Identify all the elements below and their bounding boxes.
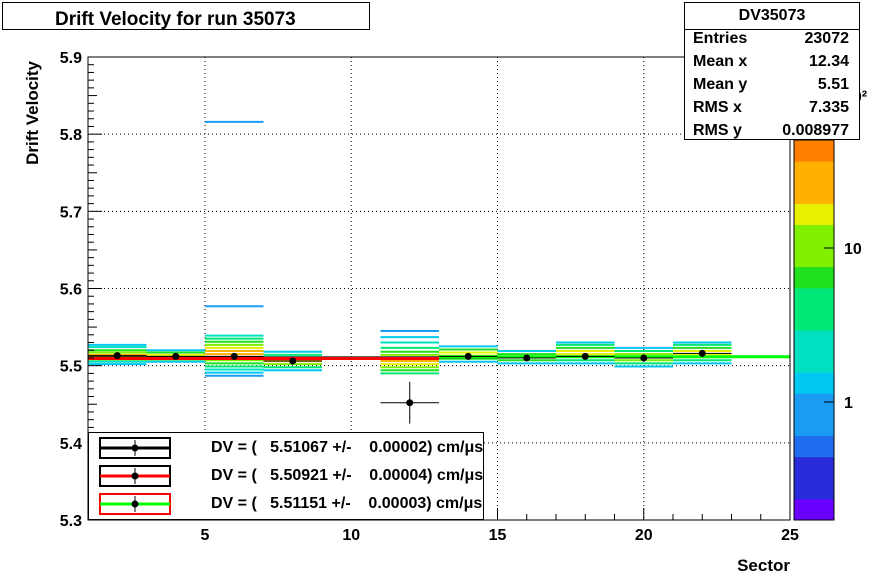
stats-key: Mean y	[693, 76, 748, 93]
y-tick-label: 5.6	[60, 282, 82, 299]
stats-row-entries: Entries 23072	[693, 30, 849, 52]
data-point	[113, 352, 121, 360]
x-tick-label: 25	[781, 527, 799, 544]
stats-row-rms-y: RMS y 0.008977	[693, 122, 849, 144]
legend-entry: DV = ( 5.51067 +/- 0.00002) cm/μs	[99, 437, 483, 461]
colorbar-segment	[794, 414, 834, 437]
legend-symbol	[99, 437, 171, 459]
legend-label: DV = ( 5.51067 +/- 0.00002) cm/μs	[211, 439, 484, 456]
colorbar-segment	[794, 372, 834, 394]
colorbar-segment	[794, 498, 834, 521]
y-tick-label: 5.9	[60, 50, 82, 67]
stats-row-mean-y: Mean y 5.51	[693, 76, 849, 98]
data-point	[640, 354, 648, 362]
colorbar-segment	[794, 224, 834, 247]
x-tick-label: 20	[635, 527, 653, 544]
y-tick-label: 5.3	[60, 513, 82, 530]
stats-row-rms-x: RMS x 7.335	[693, 99, 849, 121]
colorbar-segment	[794, 393, 834, 415]
x-tick-label: 10	[342, 527, 360, 544]
stats-divider	[685, 29, 859, 30]
colorbar-segment	[794, 287, 834, 310]
legend-entry: DV = ( 5.51151 +/- 0.00003) cm/μs	[99, 493, 483, 517]
x-tick-label: 5	[201, 527, 210, 544]
data-point	[230, 352, 238, 360]
data-point	[581, 352, 589, 360]
chart-title-box: Drift Velocity for run 35073	[2, 2, 370, 30]
stats-title: DV35073	[738, 7, 806, 24]
colorbar-frame	[793, 139, 835, 521]
colorbar-label: 10	[844, 241, 862, 258]
legend-label: DV = ( 5.50921 +/- 0.00004) cm/μs	[211, 467, 484, 484]
stats-key: RMS x	[693, 99, 742, 116]
y-axis-label: Drift Velocity	[23, 60, 42, 164]
stats-value: 23072	[804, 30, 850, 47]
legend-label: DV = ( 5.51151 +/- 0.00003) cm/μs	[211, 495, 483, 512]
data-point	[698, 349, 706, 357]
data-point	[523, 354, 531, 362]
legend-entry: DV = ( 5.50921 +/- 0.00004) cm/μs	[99, 465, 483, 489]
data-point	[464, 352, 472, 360]
colorbar-segment	[794, 456, 834, 479]
data-point	[172, 352, 180, 360]
stats-row-mean-x: Mean x 12.34	[693, 53, 849, 75]
data-point	[406, 399, 414, 407]
colorbar-segment	[794, 308, 834, 331]
stats-key: Mean x	[693, 53, 748, 70]
y-tick-label: 5.8	[60, 127, 82, 144]
colorbar-segment	[794, 330, 834, 352]
data-point	[289, 357, 297, 365]
y-tick-label: 5.4	[60, 436, 82, 453]
x-axis-label: Sector	[737, 556, 790, 575]
colorbar-segment	[794, 435, 834, 458]
y-tick-label: 5.7	[60, 204, 82, 221]
colorbar-segment	[794, 351, 834, 373]
colorbar-segment	[794, 140, 834, 162]
stats-value: 12.34	[808, 53, 849, 70]
legend-symbol	[99, 493, 171, 515]
stats-key: Entries	[693, 30, 748, 47]
colorbar-segment	[794, 245, 834, 268]
legend-symbol	[99, 465, 171, 487]
y-tick-label: 5.5	[60, 359, 82, 376]
stats-box: DV35073 Entries 23072 Mean x 12.34 Mean …	[684, 2, 860, 140]
colorbar-segment	[794, 477, 834, 500]
colorbar-label: 1	[844, 395, 853, 412]
legend: DV = ( 5.51067 +/- 0.00002) cm/μs DV = (…	[88, 432, 484, 520]
stats-value: 0.008977	[782, 122, 849, 139]
x-tick-label: 15	[489, 527, 507, 544]
colorbar-segment	[794, 266, 834, 289]
colorbar-segment	[794, 161, 834, 183]
chart-title: Drift Velocity for run 35073	[55, 9, 296, 30]
stats-value: 7.335	[808, 99, 849, 116]
stats-key: RMS y	[693, 122, 742, 139]
stats-value: 5.51	[817, 76, 849, 93]
colorbar-segment	[794, 182, 834, 204]
colorbar-segment	[794, 203, 834, 225]
